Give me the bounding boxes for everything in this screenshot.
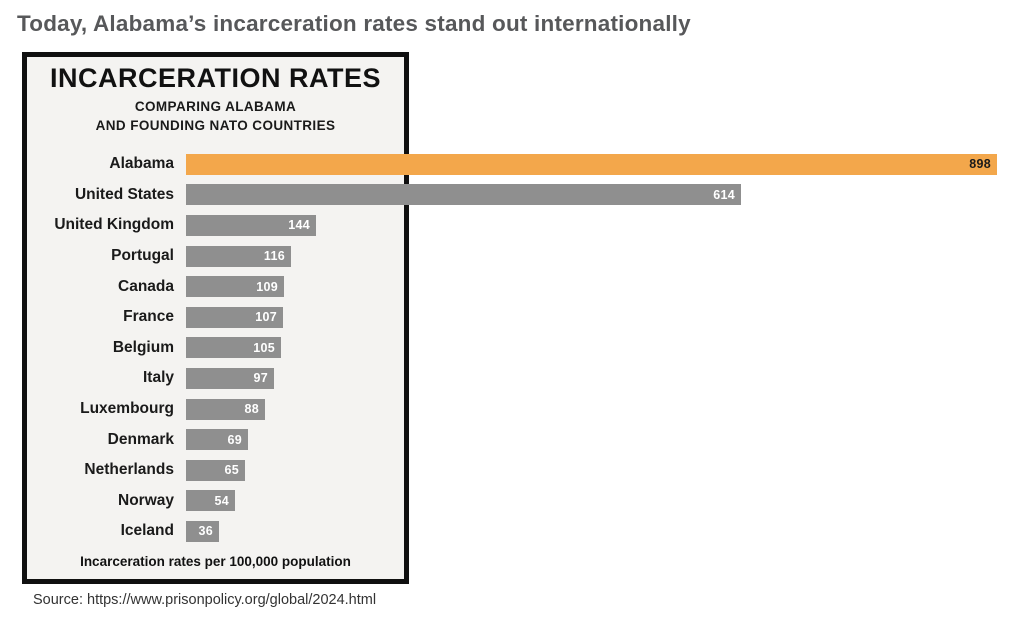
country-label: United Kingdom <box>54 216 174 234</box>
value-bar-highlight: 898 <box>186 153 997 175</box>
chart-subtitle: COMPARING ALABAMA AND FOUNDING NATO COUN… <box>22 98 409 135</box>
value-bar: 116 <box>186 245 291 267</box>
country-label: Iceland <box>120 522 174 540</box>
source-citation: Source: https://www.prisonpolicy.org/glo… <box>33 592 377 608</box>
country-label: United States <box>74 185 174 203</box>
value-label: 898 <box>969 157 991 172</box>
chart-subtitle-line1: COMPARING ALABAMA <box>134 99 297 114</box>
value-bar: 97 <box>186 367 274 389</box>
value-label: 54 <box>214 493 229 508</box>
value-label: 65 <box>224 463 239 478</box>
country-label: Italy <box>142 369 174 387</box>
value-bar: 65 <box>186 459 245 481</box>
country-label: Netherlands <box>84 461 174 479</box>
value-label: 36 <box>198 524 213 539</box>
bar-chart: Alabama 898 United States 614 United Kingdom… <box>0 149 1024 547</box>
chart-title: INCARCERATION RATES <box>50 63 381 93</box>
chart-row: France 107 <box>0 302 1024 333</box>
chart-row: Italy 97 <box>0 363 1024 394</box>
country-label: Belgium <box>112 338 174 356</box>
value-label: 614 <box>713 187 735 202</box>
country-label: Portugal <box>111 247 174 265</box>
value-bar: 88 <box>186 398 265 420</box>
country-label: Canada <box>118 277 174 295</box>
chart-footnote: Incarceration rates per 100,000 populati… <box>80 554 351 569</box>
chart-subtitle-line2: AND FOUNDING NATO COUNTRIES <box>95 117 336 133</box>
country-label: Norway <box>118 491 174 509</box>
value-bar: 614 <box>186 184 741 206</box>
page-title: Today, Alabama’s incarceration rates sta… <box>17 11 691 36</box>
value-bar: 69 <box>186 429 248 451</box>
chart-row: Iceland 36 <box>0 516 1024 547</box>
value-label: 107 <box>255 310 277 325</box>
value-label: 97 <box>253 371 268 386</box>
chart-row: Portugal 116 <box>0 241 1024 272</box>
value-label: 109 <box>256 279 278 294</box>
chart-row: Denmark 69 <box>0 424 1024 455</box>
chart-row: Canada 109 <box>0 271 1024 302</box>
chart-row: United Kingdom 144 <box>0 210 1024 241</box>
country-label: Alabama <box>109 155 174 173</box>
value-label: 116 <box>263 249 285 264</box>
chart-row: Luxembourg 88 <box>0 394 1024 425</box>
value-bar: 54 <box>186 490 235 512</box>
value-bar: 36 <box>186 520 219 542</box>
chart-row: Norway 54 <box>0 486 1024 517</box>
value-label: 105 <box>253 340 275 355</box>
value-bar: 105 <box>186 337 281 359</box>
value-bar: 144 <box>186 214 316 236</box>
chart-row: Alabama 898 <box>0 149 1024 180</box>
country-label: Luxembourg <box>80 400 174 418</box>
value-label: 69 <box>227 432 242 447</box>
chart-row: Belgium 105 <box>0 333 1024 364</box>
country-label: Denmark <box>107 430 174 448</box>
chart-row: Netherlands 65 <box>0 455 1024 486</box>
value-label: 144 <box>288 218 310 233</box>
chart-row: United States 614 <box>0 180 1024 211</box>
country-label: France <box>123 308 174 326</box>
value-bar: 109 <box>186 276 284 298</box>
value-label: 88 <box>244 402 259 417</box>
value-bar: 107 <box>186 306 283 328</box>
